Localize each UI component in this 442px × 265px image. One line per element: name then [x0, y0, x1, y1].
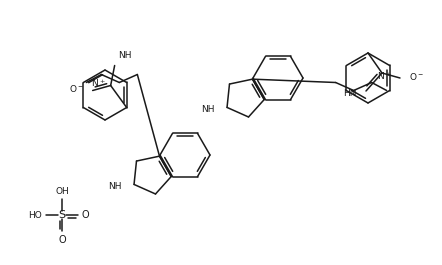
Text: OH: OH	[55, 187, 69, 196]
Text: HO: HO	[28, 210, 42, 219]
Text: HN: HN	[343, 90, 357, 99]
Text: NH: NH	[109, 182, 122, 191]
Text: O: O	[82, 210, 90, 220]
Text: N$^+$: N$^+$	[91, 78, 106, 89]
Text: S: S	[58, 210, 65, 220]
Text: O$^-$: O$^-$	[409, 72, 424, 82]
Text: N$^+$: N$^+$	[377, 70, 392, 82]
Text: O: O	[58, 235, 66, 245]
Text: O$^-$: O$^-$	[69, 83, 84, 94]
Text: NH: NH	[118, 51, 131, 60]
Text: NH: NH	[202, 105, 215, 114]
